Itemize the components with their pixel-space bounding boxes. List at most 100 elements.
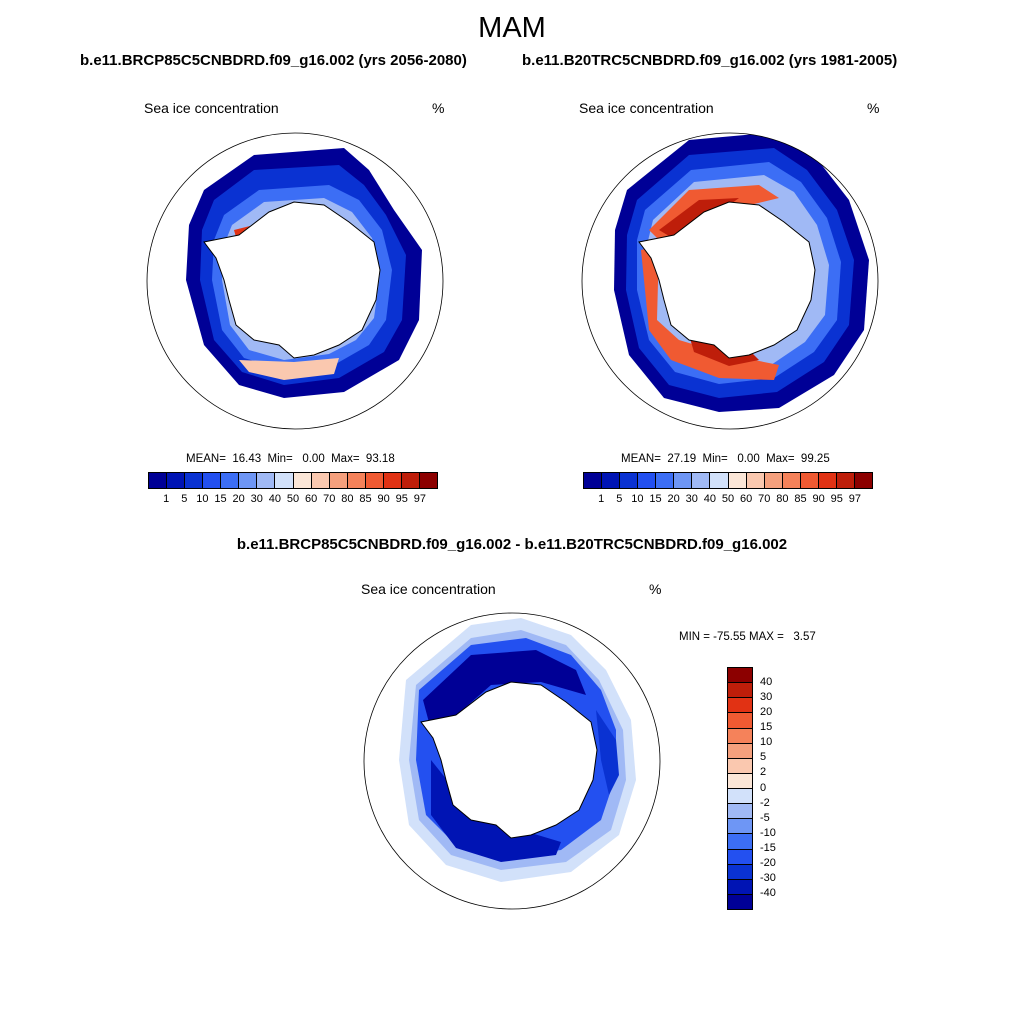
- colorbar-box: [728, 834, 752, 850]
- colorbar-box: [728, 743, 752, 759]
- colorbar-tick-label: 85: [794, 493, 807, 505]
- colorbar-box: [257, 473, 276, 488]
- colorbar-tick-label: 80: [776, 493, 789, 505]
- colorbar-box: [419, 473, 437, 488]
- colorbar-box: [365, 473, 384, 488]
- colorbar-tick-label: 90: [377, 493, 390, 505]
- panel-3-colorbar-ticks: 40 30 20 15 10 5 2 0 -2 -5 -10 -15 -20 -30 -40: [760, 667, 800, 908]
- colorbar-tick-label: 15: [649, 493, 662, 505]
- colorbar-box: [710, 473, 729, 488]
- colorbar-tick-label: 60: [740, 493, 753, 505]
- panel-1-variable-label: Sea ice concentration: [144, 100, 279, 116]
- colorbar-tick-label: 80: [341, 493, 354, 505]
- panel-3-stats: MIN = -75.55 MAX = 3.57: [679, 631, 816, 643]
- colorbar-box: [674, 473, 693, 488]
- colorbar-box: [185, 473, 204, 488]
- panel-1-colorbar: 1 5 10 15 20 30 40 50 60 70 80 85 90 95 97: [148, 472, 438, 507]
- colorbar-tick-label: 20: [667, 493, 680, 505]
- colorbar-box: [620, 473, 639, 488]
- colorbar-box: [728, 728, 752, 744]
- colorbar-tick-label: 40: [703, 493, 716, 505]
- panel-2-polar-map: [581, 132, 879, 430]
- colorbar-tick-label: 15: [214, 493, 227, 505]
- panel-1-title: b.e11.BRCP85C5CNBDRD.f09_g16.002 (yrs 20…: [80, 52, 467, 69]
- colorbar-tick-label: 95: [395, 493, 408, 505]
- colorbar-box: [836, 473, 855, 488]
- colorbar-tick-label: -10: [760, 826, 776, 839]
- colorbar-box: [602, 473, 621, 488]
- colorbar-box: [347, 473, 366, 488]
- colorbar-tick-label: -30: [760, 871, 776, 884]
- colorbar-box: [782, 473, 801, 488]
- colorbar-tick-label: 40: [268, 493, 281, 505]
- colorbar-box: [239, 473, 258, 488]
- colorbar-tick-label: -2: [760, 796, 770, 809]
- panel-3-units-label: %: [649, 581, 662, 597]
- panel-2-colorbar-ticks: 1 5 10 15 20 30 40 50 60 70 80 85 90 95 97: [583, 493, 873, 507]
- colorbar-tick-label: 90: [812, 493, 825, 505]
- colorbar-tick-label: 1: [598, 493, 605, 505]
- colorbar-box: [638, 473, 657, 488]
- colorbar-tick-label: 5: [181, 493, 188, 505]
- panel-2-units-label: %: [867, 100, 880, 116]
- colorbar-tick-label: 60: [305, 493, 318, 505]
- panel-1-colorbar-boxes: [148, 472, 438, 489]
- colorbar-box: [221, 473, 240, 488]
- colorbar-box: [728, 894, 752, 909]
- colorbar-tick-label: 50: [286, 493, 300, 505]
- panel-1-units-label: %: [432, 100, 445, 116]
- colorbar-box: [746, 473, 765, 488]
- colorbar-tick-label: -40: [760, 886, 776, 899]
- colorbar-box: [149, 473, 168, 488]
- colorbar-box: [728, 698, 752, 714]
- colorbar-tick-label: 20: [232, 493, 245, 505]
- colorbar-tick-label: 40: [760, 676, 773, 689]
- panel-3-polar-map: [363, 612, 661, 910]
- colorbar-box: [728, 879, 752, 895]
- colorbar-box: [167, 473, 186, 488]
- colorbar-box: [584, 473, 603, 488]
- colorbar-tick-label: 30: [250, 493, 263, 505]
- colorbar-tick-label: 0: [760, 781, 767, 794]
- colorbar-box: [764, 473, 783, 488]
- colorbar-tick-label: -20: [760, 856, 776, 869]
- panel-2-variable-label: Sea ice concentration: [579, 100, 714, 116]
- colorbar-tick-label: 10: [760, 736, 773, 749]
- colorbar-box: [656, 473, 675, 488]
- colorbar-tick-label: -15: [760, 841, 776, 854]
- panel-2-title: b.e11.B20TRC5CNBDRD.f09_g16.002 (yrs 198…: [522, 52, 898, 69]
- difference-title: b.e11.BRCP85C5CNBDRD.f09_g16.002 - b.e11…: [236, 536, 788, 553]
- colorbar-box: [311, 473, 330, 488]
- colorbar-box: [329, 473, 348, 488]
- colorbar-tick-label: 85: [359, 493, 372, 505]
- colorbar-box: [728, 819, 752, 835]
- colorbar-box: [728, 804, 752, 820]
- panel-2-colorbar-boxes: [583, 472, 873, 489]
- colorbar-tick-label: 95: [830, 493, 843, 505]
- colorbar-tick-label: 20: [760, 706, 773, 719]
- colorbar-tick-label: 97: [413, 493, 426, 505]
- colorbar-box: [728, 683, 752, 699]
- colorbar-box: [728, 773, 752, 789]
- colorbar-box: [728, 849, 752, 865]
- colorbar-tick-label: -5: [760, 811, 770, 824]
- panel-1-colorbar-ticks: 1 5 10 15 20 30 40 50 60 70 80 85 90 95 97: [148, 493, 438, 507]
- colorbar-box: [800, 473, 819, 488]
- colorbar-box: [854, 473, 872, 488]
- panel-2-colorbar: 1 5 10 15 20 30 40 50 60 70 80 85 90 95 97: [583, 472, 873, 507]
- colorbar-tick-label: 5: [760, 751, 767, 764]
- colorbar-tick-label: 2: [760, 766, 767, 779]
- panel-1-stats: MEAN= 16.43 Min= 0.00 Max= 93.18: [186, 453, 395, 465]
- colorbar-tick-label: 30: [760, 691, 773, 704]
- colorbar-box: [293, 473, 312, 488]
- colorbar-tick-label: 10: [196, 493, 209, 505]
- panel-3-variable-label: Sea ice concentration: [361, 581, 496, 597]
- colorbar-box: [383, 473, 402, 488]
- figure-title: MAM: [478, 12, 546, 44]
- colorbar-tick-label: 15: [760, 721, 773, 734]
- colorbar-tick-label: 10: [631, 493, 644, 505]
- colorbar-box: [728, 758, 752, 774]
- panel-2-stats: MEAN= 27.19 Min= 0.00 Max= 99.25: [621, 453, 830, 465]
- colorbar-box: [401, 473, 420, 488]
- colorbar-tick-label: 50: [721, 493, 735, 505]
